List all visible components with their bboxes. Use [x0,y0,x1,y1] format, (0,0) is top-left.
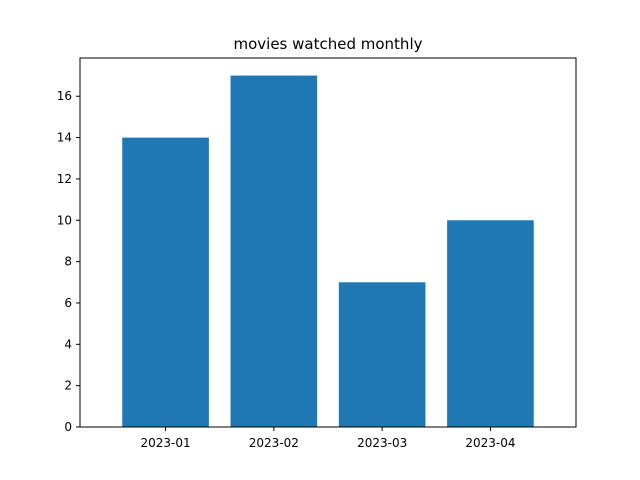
y-tick-label: 6 [64,296,72,310]
axes-frame [79,57,577,428]
bar-2023-03 [338,282,426,427]
chart-title: movies watched monthly [234,35,423,53]
y-tick-label: 14 [57,131,72,145]
y-tick-label: 4 [64,337,72,351]
bar-2023-02 [230,75,318,428]
y-tick-label: 10 [57,213,72,227]
y-tick-label: 0 [64,420,72,434]
bar-2023-01 [122,137,209,427]
plot-area: 0 2 4 6 8 10 12 14 16 2023-01 2023-02 2023-03 2023-0… [57,57,577,450]
x-tick-label: 2023-04 [465,436,515,450]
y-tick-label: 2 [64,379,72,393]
x-tick-label: 2023-03 [357,436,407,450]
y-tick-label: 8 [64,255,72,269]
x-tick-label: 2023-02 [249,436,299,450]
y-tick-label: 12 [57,172,72,186]
y-tick-label: 16 [57,89,72,103]
bar-2023-04 [447,220,534,427]
x-tick-label: 2023-01 [140,436,190,450]
